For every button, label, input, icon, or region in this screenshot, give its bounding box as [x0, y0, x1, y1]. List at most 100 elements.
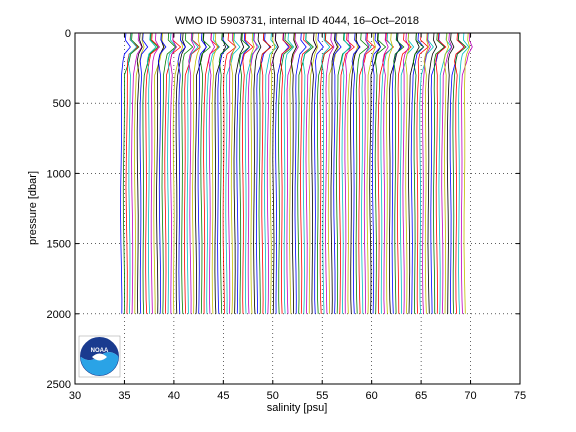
- profile-line: [150, 32, 160, 314]
- profile-line: [347, 32, 359, 314]
- profile-line: [283, 32, 295, 314]
- profile-line: [186, 32, 199, 314]
- profile-line: [423, 32, 429, 314]
- logo-sky: [80, 337, 119, 361]
- x-tick-label: 45: [217, 390, 229, 402]
- profile-line: [164, 32, 182, 314]
- profile-line: [463, 32, 471, 314]
- profile-line: [433, 32, 446, 314]
- profile-line: [458, 32, 470, 314]
- profile-line: [146, 32, 157, 314]
- profile-line: [405, 32, 411, 314]
- profile-line: [302, 32, 312, 314]
- profile-line: [238, 32, 251, 314]
- profile-line: [332, 32, 342, 314]
- profile-line: [374, 32, 387, 314]
- profile-line: [412, 32, 425, 314]
- profile-line: [382, 32, 389, 314]
- profile-line: [391, 32, 403, 314]
- profile-line: [249, 32, 255, 314]
- x-tick-label: 65: [415, 390, 427, 402]
- profile-lines: [120, 32, 473, 314]
- x-tick-label: 30: [69, 390, 81, 402]
- profile-line: [351, 32, 361, 314]
- profile-line: [402, 32, 410, 314]
- profile-line: [441, 32, 453, 314]
- profile-line: [122, 32, 140, 314]
- profile-line: [120, 32, 131, 314]
- y-tick-label: 2000: [47, 309, 71, 321]
- profile-line: [358, 32, 376, 314]
- profile-line: [139, 32, 149, 314]
- profile-line: [366, 32, 376, 314]
- profile-line: [142, 32, 159, 314]
- x-tick-label: 40: [168, 390, 180, 402]
- x-axis-label: salinity [psu]: [267, 402, 328, 414]
- profile-line: [167, 32, 178, 314]
- y-tick-label: 500: [53, 98, 71, 110]
- profile-line: [145, 32, 161, 314]
- profile-line: [341, 32, 351, 314]
- profile-line: [269, 32, 276, 314]
- profile-line: [161, 32, 177, 314]
- profile-line: [314, 32, 324, 314]
- profile-line: [272, 32, 279, 314]
- profile-line: [225, 32, 241, 314]
- profile-line: [156, 32, 165, 314]
- profile-line: [211, 32, 218, 314]
- profile-line: [192, 32, 201, 314]
- axis-ticks: 30 35 40 45 50 55 60 65 70 75 0 500 1000 1500 2000 2500: [47, 28, 527, 402]
- x-tick-label: 35: [118, 390, 130, 402]
- profile-line: [454, 32, 466, 314]
- profile-line: [275, 32, 290, 314]
- profile-line: [279, 32, 292, 314]
- profile-line: [247, 32, 258, 314]
- profile-line: [399, 32, 415, 314]
- profile-line: [157, 32, 167, 314]
- profile-line: [308, 32, 319, 314]
- profile-line: [330, 32, 338, 314]
- grid-lines: [75, 33, 520, 384]
- logo-text: NOAA: [91, 348, 109, 354]
- profile-line: [355, 32, 369, 314]
- x-tick-label: 70: [464, 390, 476, 402]
- profile-line: [218, 32, 230, 314]
- profile-line: [181, 32, 194, 314]
- profile-line: [233, 32, 245, 314]
- profile-line: [369, 32, 381, 314]
- profile-line: [177, 32, 187, 314]
- profile-line: [408, 32, 420, 314]
- profile-line: [294, 32, 307, 314]
- profile-line: [419, 32, 434, 314]
- profile-line: [127, 32, 138, 314]
- profile-line: [362, 32, 370, 314]
- profile-line: [422, 32, 431, 314]
- profile-line: [236, 32, 251, 314]
- profile-line: [338, 32, 355, 314]
- profile-line: [203, 32, 220, 314]
- profile-line: [208, 32, 216, 314]
- profile-line: [133, 32, 145, 314]
- profile-line: [290, 32, 298, 314]
- profile-line: [131, 32, 143, 314]
- profile-line: [241, 32, 254, 314]
- y-tick-label: 1500: [47, 239, 71, 251]
- profile-line: [438, 32, 453, 314]
- x-tick-label: 55: [316, 390, 328, 402]
- profile-line: [136, 32, 143, 314]
- profile-line: [319, 32, 334, 314]
- profile-line: [460, 32, 473, 314]
- profile-line: [169, 32, 177, 314]
- profile-line: [188, 32, 196, 314]
- profile-line: [321, 32, 331, 314]
- logo-bird-icon: [92, 353, 107, 361]
- y-tick-label: 0: [65, 28, 71, 40]
- profile-line: [446, 32, 455, 314]
- profile-line: [435, 32, 447, 314]
- profile-line: [222, 32, 237, 314]
- chart-title: WMO ID 5903731, internal ID 4044, 16–Oct…: [175, 15, 419, 27]
- noaa-logo: NOAA: [78, 335, 121, 378]
- profile-line: [416, 32, 429, 314]
- profile-line: [297, 32, 314, 314]
